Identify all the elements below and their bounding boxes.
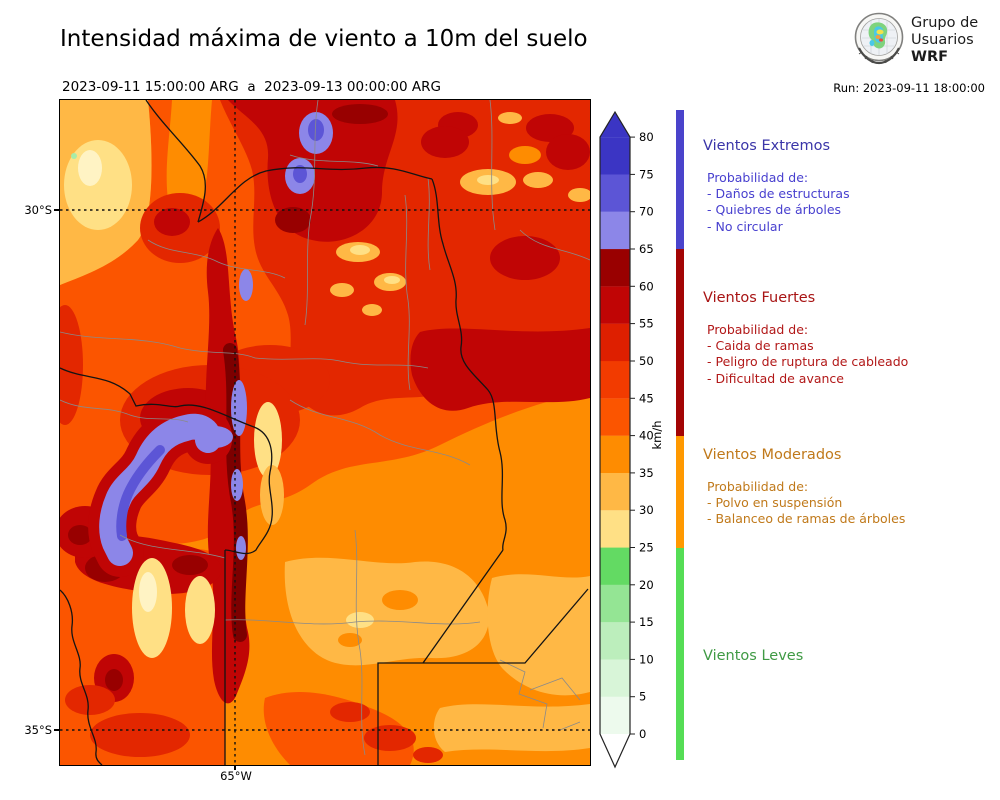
colorbar-tick-labels: 0 5 10 15 20 25 30 35 40 45 50 55 60 65 … <box>639 130 654 741</box>
colorbar-segment <box>600 659 630 697</box>
wind-intensity-map <box>47 99 592 766</box>
legend-prob-label: Probabilidad de: <box>707 322 809 337</box>
colorbar-segment <box>600 435 630 473</box>
svg-text:40: 40 <box>639 429 654 443</box>
svg-text:15: 15 <box>639 615 654 629</box>
logo-line1: Grupo de <box>911 15 979 31</box>
svg-text:35: 35 <box>639 466 654 480</box>
svg-text:80: 80 <box>639 130 654 144</box>
colorbar-segment <box>600 211 630 250</box>
colorbar-segment <box>600 286 630 324</box>
colorbar-segment <box>600 547 630 585</box>
svg-text:5: 5 <box>639 690 646 704</box>
legend-extremos-body: Probabilidad de: - Daños de estructuras … <box>707 170 850 235</box>
legend-item: - Dificultad de avance <box>707 370 844 386</box>
legend-moderados-body: Probabilidad de: - Polvo en suspensión -… <box>707 479 905 528</box>
svg-text:10: 10 <box>639 652 654 666</box>
colorbar-segment <box>600 622 630 660</box>
svg-text:50: 50 <box>639 354 654 368</box>
svg-text:55: 55 <box>639 317 654 331</box>
colorbar-segment <box>600 696 630 735</box>
colorbar-segment <box>600 323 630 362</box>
lon-tickmark-65w <box>234 765 236 770</box>
lat-tickmark-30s <box>54 209 59 211</box>
page-title: Intensidad máxima de viento a 10m del su… <box>60 26 588 52</box>
department-borders <box>59 99 591 756</box>
logo-wordmark: Grupo de Usuarios WRF <box>911 15 978 66</box>
legend-fuertes-title: Vientos Fuertes <box>703 290 816 306</box>
colorbar-segment <box>600 137 630 175</box>
wind-field-contours <box>47 100 592 765</box>
colorbar-segment <box>600 472 630 511</box>
lat-tick-30s: 30°S <box>24 203 52 217</box>
colorbar-segment <box>600 174 630 212</box>
lat-tick-35s: 35°S <box>24 723 52 737</box>
category-bar-extremos <box>676 110 684 249</box>
svg-text:45: 45 <box>639 391 654 405</box>
legend-fuertes-body: Probabilidad de: - Caida de ramas - Peli… <box>707 322 908 387</box>
legend-item: - Polvo en suspensión <box>707 495 843 511</box>
colorbar-under-arrow <box>600 734 630 767</box>
svg-text:20: 20 <box>639 578 654 592</box>
extreme-wind-blue-blobs <box>99 112 333 566</box>
colorbar-unit-label: km/h <box>650 420 664 449</box>
valid-time-range: 2023-09-11 15:00:00 ARG a 2023-09-13 00:… <box>62 79 441 95</box>
svg-text:30: 30 <box>639 503 654 517</box>
colorbar-segment <box>600 510 630 548</box>
colorbar-segments <box>600 112 630 767</box>
colorbar-segment <box>600 249 630 287</box>
lat-tickmark-35s <box>54 729 59 731</box>
svg-text:0: 0 <box>639 727 646 741</box>
svg-text:70: 70 <box>639 205 654 219</box>
legend-item: - No circular <box>707 218 783 234</box>
svg-text:65: 65 <box>639 242 654 256</box>
legend-extremos-title: Vientos Extremos <box>703 138 831 154</box>
colorbar-segment <box>600 398 630 436</box>
category-bar-leves <box>676 548 684 760</box>
colorbar: 0 5 10 15 20 25 30 35 40 45 50 55 60 65 … <box>599 110 684 769</box>
svg-text:25: 25 <box>639 541 654 555</box>
lon-tick-65w: 65°W <box>220 769 252 783</box>
wrf-users-group-logo-icon <box>854 12 904 65</box>
legend-prob-label: Probabilidad de: <box>707 479 809 494</box>
logo-line2: Usuarios <box>911 32 974 48</box>
logo-line3: WRF <box>911 49 949 65</box>
svg-text:60: 60 <box>639 279 654 293</box>
map-frame <box>47 99 592 766</box>
model-run-label: Run: 2023-09-11 18:00:00 <box>833 81 985 95</box>
colorbar-segment <box>600 361 630 399</box>
province-borders <box>59 99 589 766</box>
graticule-dotted-lines <box>60 100 590 765</box>
legend-leves-title: Vientos Leves <box>703 648 804 664</box>
legend-prob-label: Probabilidad de: <box>707 170 809 185</box>
colorbar-over-arrow <box>600 112 630 138</box>
colorbar-segment <box>600 584 630 623</box>
svg-text:75: 75 <box>639 167 654 181</box>
legend-item: - Balanceo de ramas de árboles <box>707 511 906 527</box>
legend-item: - Peligro de ruptura de cableado <box>707 354 909 370</box>
legend-item: - Quiebres de árboles <box>707 202 842 218</box>
category-bar-fuertes <box>676 249 684 436</box>
colorbar-tickmarks <box>630 136 635 735</box>
legend-item: - Daños de estructuras <box>707 186 850 202</box>
category-bar-moderados <box>676 436 684 548</box>
wind-category-bar <box>676 110 684 760</box>
legend-moderados-title: Vientos Moderados <box>703 447 842 463</box>
legend-item: - Caida de ramas <box>707 338 814 354</box>
